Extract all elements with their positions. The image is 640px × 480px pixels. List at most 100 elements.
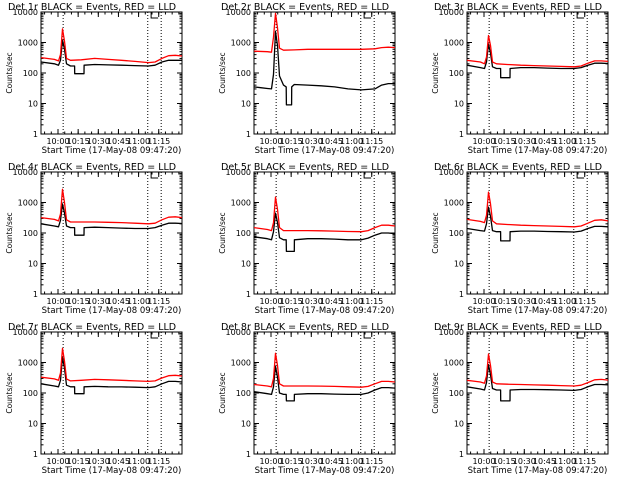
x-tick-label: 10:00 bbox=[259, 137, 282, 146]
y-tick-label: 10000 bbox=[226, 8, 251, 17]
panel-title: Det 9r BLACK = Events, RED = LLD bbox=[434, 322, 602, 333]
y-tick-label: 10 bbox=[28, 420, 38, 429]
x-tick-label: 11:15 bbox=[573, 457, 596, 466]
events-series-line bbox=[40, 203, 183, 236]
x-axis-label: Start Time (17-May-08 09:47:20) bbox=[255, 146, 395, 156]
x-tick-label: 11:15 bbox=[360, 457, 383, 466]
y-tick-label: 1 bbox=[246, 290, 251, 299]
events-series-line bbox=[466, 364, 609, 402]
bracket-marker bbox=[150, 332, 159, 339]
x-tick-label: 10:45 bbox=[533, 297, 556, 306]
x-tick-label: 10:30 bbox=[87, 297, 110, 306]
detector-panel-7: Det 7r BLACK = Events, RED = LLD 1 10 100 10… bbox=[5, 322, 183, 476]
x-tick-label: 11:00 bbox=[553, 457, 576, 466]
events-series-line bbox=[40, 39, 182, 75]
y-tick-label: 1 bbox=[459, 450, 464, 459]
y-tick-label: 100 bbox=[23, 389, 38, 398]
detector-panel-2: Det 2r BLACK = Events, RED = LLD 1 10 100 10… bbox=[218, 2, 396, 156]
y-tick-label: 100 bbox=[449, 229, 464, 238]
x-tick-label: 10:15 bbox=[67, 457, 90, 466]
y-tick-label: 100 bbox=[236, 389, 251, 398]
detector-panel-3: Det 3r BLACK = Events, RED = LLD 1 10 100 10… bbox=[431, 2, 609, 156]
panel-title: Det 3r BLACK = Events, RED = LLD bbox=[434, 2, 602, 13]
bracket-marker bbox=[576, 12, 585, 19]
panel-title: Det 6r BLACK = Events, RED = LLD bbox=[434, 162, 602, 173]
x-tick-label: 11:15 bbox=[147, 457, 170, 466]
y-tick-label: 1000 bbox=[444, 39, 464, 48]
x-tick-label: 10:00 bbox=[472, 297, 495, 306]
x-tick-label: 10:45 bbox=[107, 457, 130, 466]
x-tick-label: 10:30 bbox=[87, 457, 110, 466]
y-tick-label: 10 bbox=[454, 100, 464, 109]
detector-panel-8: Det 8r BLACK = Events, RED = LLD 1 10 100 10… bbox=[218, 322, 396, 476]
x-tick-label: 11:00 bbox=[340, 457, 363, 466]
lld-series-line bbox=[40, 188, 183, 225]
y-tick-label: 1 bbox=[246, 130, 251, 139]
bracket-marker bbox=[363, 12, 372, 19]
panel-title: Det 8r BLACK = Events, RED = LLD bbox=[221, 322, 389, 333]
x-tick-label: 10:15 bbox=[280, 457, 303, 466]
detector-panel-4: Det 4r BLACK = Events, RED = LLD 1 10 100 10… bbox=[5, 162, 183, 316]
events-series-line bbox=[466, 206, 609, 242]
y-tick-label: 10000 bbox=[439, 328, 464, 337]
y-tick-label: 10000 bbox=[226, 328, 251, 337]
y-tick-label: 10000 bbox=[13, 168, 38, 177]
panel-title: Det 5r BLACK = Events, RED = LLD bbox=[221, 162, 389, 173]
panel-title: Det 4r BLACK = Events, RED = LLD bbox=[8, 162, 176, 173]
x-tick-label: 10:45 bbox=[320, 457, 343, 466]
y-axis-label: Counts/sec bbox=[431, 52, 440, 93]
x-axis-label: Start Time (17-May-08 09:47:20) bbox=[468, 466, 608, 476]
y-tick-label: 10 bbox=[28, 260, 38, 269]
bracket-marker bbox=[576, 172, 585, 179]
x-tick-label: 10:15 bbox=[67, 137, 90, 146]
x-tick-label: 11:00 bbox=[127, 297, 150, 306]
x-tick-label: 10:30 bbox=[513, 137, 536, 146]
x-tick-label: 11:00 bbox=[553, 297, 576, 306]
y-tick-label: 10 bbox=[241, 100, 251, 109]
y-axis-label: Counts/sec bbox=[431, 212, 440, 253]
detector-panel-6: Det 6r BLACK = Events, RED = LLD 1 10 100 10… bbox=[431, 162, 609, 316]
x-tick-label: 10:00 bbox=[46, 297, 69, 306]
x-tick-label: 10:00 bbox=[472, 137, 495, 146]
y-tick-label: 1000 bbox=[444, 199, 464, 208]
y-tick-label: 100 bbox=[449, 389, 464, 398]
y-axis-label: Counts/sec bbox=[218, 212, 227, 253]
x-tick-label: 10:45 bbox=[107, 137, 130, 146]
y-tick-label: 100 bbox=[23, 229, 38, 238]
x-tick-label: 10:15 bbox=[493, 297, 516, 306]
bracket-marker bbox=[150, 12, 159, 19]
x-tick-label: 10:30 bbox=[300, 137, 323, 146]
y-tick-label: 10 bbox=[454, 260, 464, 269]
y-tick-label: 1000 bbox=[18, 199, 38, 208]
y-tick-label: 100 bbox=[449, 69, 464, 78]
x-tick-label: 11:15 bbox=[147, 137, 170, 146]
y-tick-label: 1 bbox=[459, 290, 464, 299]
y-tick-label: 1 bbox=[33, 290, 38, 299]
y-axis-label: Counts/sec bbox=[5, 212, 14, 253]
y-tick-label: 10000 bbox=[439, 168, 464, 177]
y-tick-label: 10000 bbox=[439, 8, 464, 17]
bracket-marker bbox=[363, 332, 372, 339]
y-tick-label: 100 bbox=[236, 229, 251, 238]
y-tick-label: 1 bbox=[33, 450, 38, 459]
detector-panel-9: Det 9r BLACK = Events, RED = LLD 1 10 100 10… bbox=[431, 322, 609, 476]
x-tick-label: 10:00 bbox=[46, 457, 69, 466]
events-series-line bbox=[253, 212, 396, 253]
bracket-marker bbox=[363, 172, 372, 179]
x-axis-label: Start Time (17-May-08 09:47:20) bbox=[255, 466, 395, 476]
x-tick-label: 11:00 bbox=[340, 297, 363, 306]
x-tick-label: 11:00 bbox=[340, 137, 363, 146]
panel-title: Det 2r BLACK = Events, RED = LLD bbox=[221, 2, 389, 13]
x-tick-label: 11:00 bbox=[127, 137, 150, 146]
x-axis-label: Start Time (17-May-08 09:47:20) bbox=[42, 306, 182, 316]
x-tick-label: 11:00 bbox=[127, 457, 150, 466]
x-axis-label: Start Time (17-May-08 09:47:20) bbox=[468, 146, 608, 156]
x-tick-label: 10:15 bbox=[280, 297, 303, 306]
y-tick-label: 100 bbox=[236, 69, 251, 78]
x-tick-label: 11:15 bbox=[147, 297, 170, 306]
x-tick-label: 11:15 bbox=[360, 297, 383, 306]
x-axis-label: Start Time (17-May-08 09:47:20) bbox=[255, 306, 395, 316]
detector-panel-1: Det 1r BLACK = Events, RED = LLD 1 10 100 10… bbox=[5, 2, 183, 156]
lld-series-line bbox=[466, 353, 609, 387]
